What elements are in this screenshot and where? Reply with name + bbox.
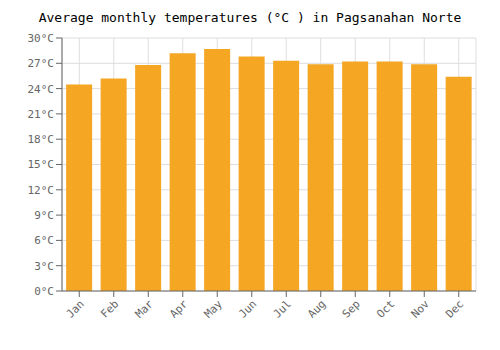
svg-text:3°C: 3°C [34,260,54,273]
svg-text:15°C: 15°C [28,158,55,171]
svg-text:6°C: 6°C [34,234,54,247]
svg-text:Nov: Nov [409,297,433,321]
svg-text:30°C: 30°C [28,32,55,45]
svg-text:24°C: 24°C [28,83,55,96]
svg-text:May: May [202,297,226,321]
svg-text:0°C: 0°C [34,285,54,298]
svg-text:21°C: 21°C [28,108,55,121]
svg-text:Oct: Oct [374,297,397,320]
svg-text:27°C: 27°C [28,57,55,70]
svg-text:Jul: Jul [271,297,294,320]
svg-text:Aug: Aug [305,297,328,320]
svg-text:9°C: 9°C [34,209,54,222]
svg-text:Mar: Mar [133,297,157,321]
svg-text:18°C: 18°C [28,133,55,146]
svg-text:12°C: 12°C [28,184,55,197]
svg-text:Jan: Jan [64,297,87,320]
svg-text:Feb: Feb [98,297,121,320]
svg-text:Dec: Dec [443,297,466,320]
html-text:Average monthly temperatures (: Average monthly temperatures (°C ) in Pa… [38,10,462,25]
svg-text:Sep: Sep [340,297,363,320]
svg-text:Jun: Jun [236,297,259,320]
svg-text:Apr: Apr [167,297,191,321]
